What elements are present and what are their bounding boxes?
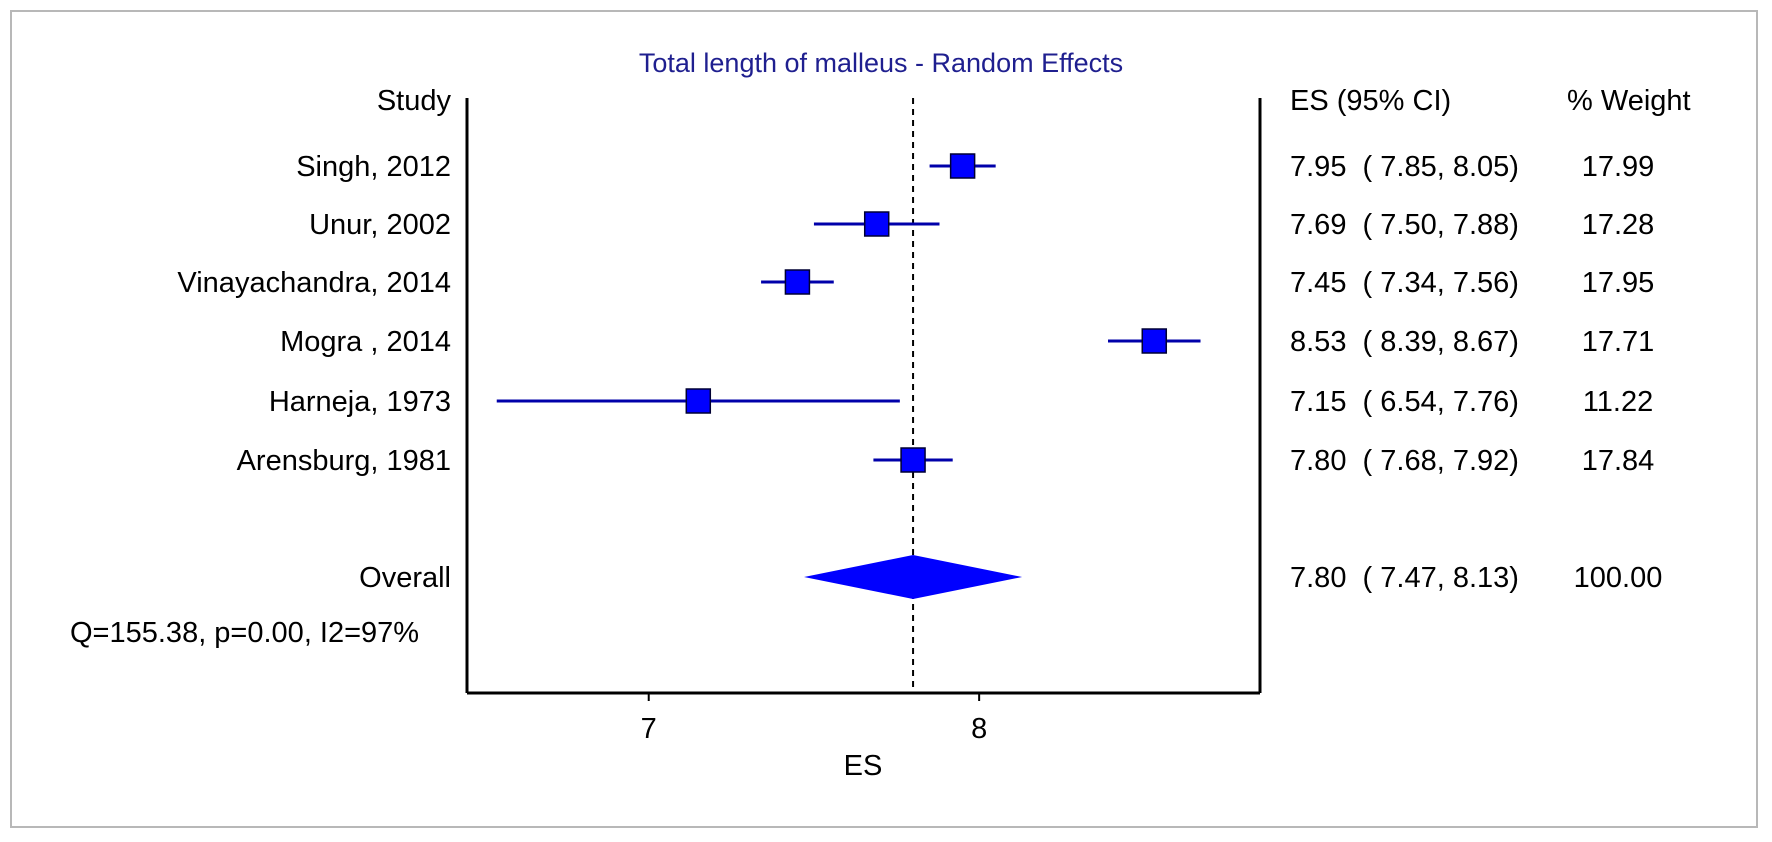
x-axis-label: ES bbox=[844, 750, 883, 782]
study-label: Vinayachandra, 2014 bbox=[177, 267, 451, 299]
effect-marker bbox=[900, 447, 926, 473]
study-label: Singh, 2012 bbox=[296, 151, 451, 183]
chart-title: Total length of malleus - Random Effects bbox=[639, 48, 1123, 78]
x-tick-label: 7 bbox=[641, 713, 657, 745]
weight-value: 17.84 bbox=[1582, 445, 1655, 477]
study-label: Arensburg, 1981 bbox=[237, 445, 451, 477]
weight-value: 17.71 bbox=[1582, 326, 1655, 358]
effect-marker bbox=[784, 269, 811, 295]
effect-marker bbox=[863, 211, 890, 237]
es-ci-value: 7.45 ( 7.34, 7.56) bbox=[1290, 267, 1519, 299]
study-label: Unur, 2002 bbox=[309, 209, 451, 241]
overall-weight-value: 100.00 bbox=[1574, 562, 1663, 594]
weight-value: 17.99 bbox=[1582, 151, 1655, 183]
effect-marker bbox=[685, 388, 712, 414]
chart-frame bbox=[10, 10, 1758, 828]
es-ci-value: 7.95 ( 7.85, 8.05) bbox=[1290, 151, 1519, 183]
es-ci-value: 7.15 ( 6.54, 7.76) bbox=[1290, 386, 1519, 418]
weight-value: 17.95 bbox=[1582, 267, 1655, 299]
study-label: Mogra , 2014 bbox=[280, 326, 451, 358]
es-ci-value: 8.53 ( 8.39, 8.67) bbox=[1290, 326, 1519, 358]
study-label: Harneja, 1973 bbox=[269, 386, 451, 418]
effect-marker bbox=[1141, 328, 1168, 354]
weight-value: 17.28 bbox=[1582, 209, 1655, 241]
weight-value: 11.22 bbox=[1583, 386, 1653, 418]
weight-column-header: % Weight bbox=[1567, 85, 1691, 117]
es-ci-value: 7.69 ( 7.50, 7.88) bbox=[1290, 209, 1519, 241]
overall-label: Overall bbox=[359, 562, 451, 594]
es-ci-value: 7.80 ( 7.68, 7.92) bbox=[1290, 445, 1519, 477]
overall-diamond bbox=[804, 555, 1023, 599]
effect-marker bbox=[949, 153, 976, 179]
study-column-header: Study bbox=[377, 85, 452, 117]
es-column-header: ES (95% CI) bbox=[1290, 85, 1451, 117]
overall-es-ci-value: 7.80 ( 7.47, 8.13) bbox=[1290, 562, 1519, 594]
heterogeneity-stats: Q=155.38, p=0.00, I2=97% bbox=[70, 617, 419, 649]
x-tick-label: 8 bbox=[971, 713, 987, 745]
